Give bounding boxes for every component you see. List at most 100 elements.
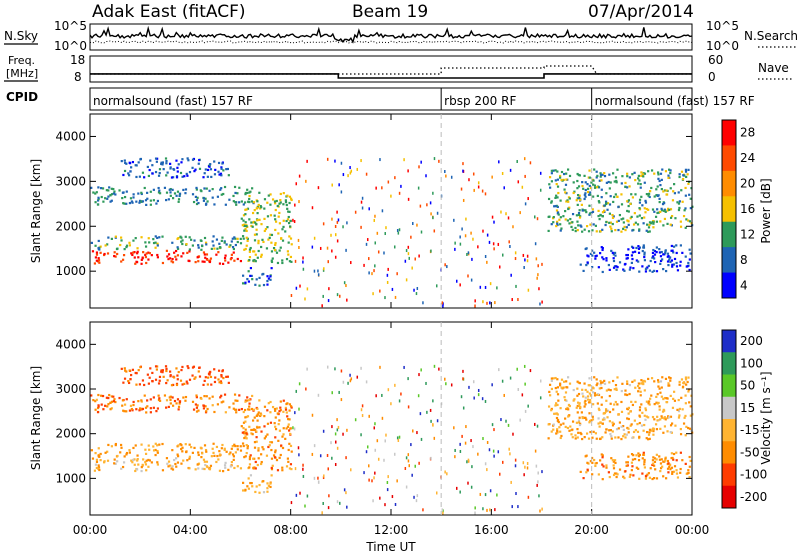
echo-cell (562, 422, 565, 425)
echo-cell (220, 401, 223, 404)
echo-cell (279, 246, 282, 249)
echo-cell (557, 213, 560, 216)
echo-cell (655, 220, 659, 223)
echo-cell (243, 431, 246, 434)
echo-cell (218, 381, 221, 384)
echo-cell (663, 409, 666, 412)
echo-cell (410, 443, 412, 447)
echo-cell (323, 474, 325, 478)
echo-cell (224, 411, 227, 414)
echo-cell (244, 399, 247, 402)
echo-cell (459, 283, 461, 287)
colorbar-frame (721, 329, 737, 509)
echo-cell (604, 223, 607, 227)
echo-cell (467, 251, 470, 255)
echo-cell (598, 218, 601, 221)
echo-cell (138, 383, 141, 386)
echo-cell (186, 382, 189, 385)
echo-cell (185, 380, 188, 383)
echo-cell (245, 244, 248, 247)
echo-cell (287, 429, 291, 432)
echo-cell (282, 399, 285, 402)
echo-cell (570, 433, 573, 436)
echo-cell (128, 241, 131, 244)
echo-cell (510, 273, 512, 277)
echo-cell (97, 447, 100, 450)
echo-cell (176, 190, 180, 193)
echo-cell (245, 225, 248, 228)
echo-cell (197, 244, 200, 247)
echo-cell (290, 243, 293, 246)
echo-cell (568, 174, 572, 178)
echo-cell (684, 414, 687, 418)
echo-cell (560, 386, 563, 389)
echo-cell (576, 436, 579, 439)
echo-cell (217, 458, 220, 461)
echo-cell (197, 260, 200, 263)
echo-cell (645, 415, 648, 418)
echo-cell (190, 238, 193, 241)
echo-cell (654, 423, 658, 426)
echo-cell (420, 160, 422, 164)
echo-cell (386, 273, 389, 277)
echo-cell (688, 465, 691, 468)
echo-cell (233, 443, 236, 446)
echo-cell (277, 423, 280, 426)
echo-cell (201, 260, 204, 263)
echo-cell (629, 473, 632, 476)
echo-cell (146, 197, 149, 200)
echo-cell (591, 210, 595, 213)
echo-cell (218, 450, 221, 453)
echo-cell (302, 260, 304, 264)
echo-cell (582, 477, 585, 480)
echo-cell (647, 170, 650, 173)
echo-cell (158, 443, 161, 446)
echo-cell (569, 217, 572, 221)
echo-cell (151, 380, 154, 383)
echo-cell (173, 399, 177, 403)
echo-cell (223, 393, 227, 396)
echo-cell (248, 250, 251, 253)
echo-cell (274, 449, 277, 452)
echo-cell (664, 457, 667, 460)
echo-cell (360, 408, 363, 412)
echo-cell (251, 187, 254, 190)
echo-cell (688, 248, 691, 251)
colorbar-tick-label: 24 (740, 151, 755, 165)
echo-cell (671, 470, 674, 474)
echo-cell (270, 466, 273, 470)
echo-cell (302, 267, 305, 271)
echo-cell (682, 174, 685, 177)
echo-cell (658, 179, 661, 183)
echo-cell (274, 242, 277, 245)
echo-cell (270, 448, 273, 452)
echo-cell (275, 199, 278, 203)
echo-cell (588, 377, 591, 380)
echo-cell (154, 448, 157, 452)
echo-cell (615, 428, 619, 431)
echo-cell (302, 474, 305, 478)
echo-cell (640, 174, 643, 177)
echo-cell (245, 236, 248, 239)
echo-cell (116, 460, 119, 463)
echo-cell (634, 429, 637, 432)
echo-cell (287, 423, 290, 426)
echo-cell (356, 167, 359, 171)
echo-cell (94, 192, 97, 195)
echo-cell (678, 414, 681, 417)
echo-cell (199, 446, 202, 449)
echo-cell (653, 418, 656, 421)
echo-cell (91, 250, 95, 253)
echo-cell (236, 445, 239, 448)
echo-cell (459, 490, 461, 494)
echo-cell (305, 387, 307, 391)
echo-cell (181, 175, 184, 178)
echo-cell (612, 422, 615, 425)
echo-cell (267, 402, 270, 405)
echo-cell (689, 405, 692, 408)
echo-cell (176, 166, 179, 169)
echo-cell (152, 241, 156, 245)
echo-cell (620, 193, 623, 196)
echo-cell (689, 197, 692, 200)
echo-cell (511, 298, 513, 302)
